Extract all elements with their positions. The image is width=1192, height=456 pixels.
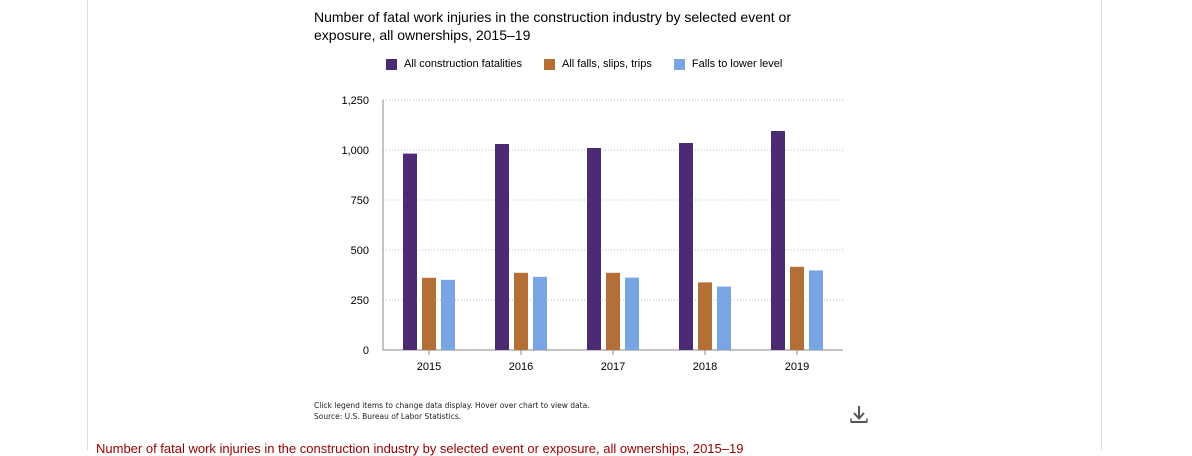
- download-icon-graphic: [850, 406, 868, 423]
- y-tick-label: 1,000: [341, 145, 369, 157]
- bar: All falls, slips, trips, 2016: 386: [514, 272, 528, 350]
- bar: All falls, slips, trips, 2017: 386: [606, 272, 620, 350]
- frame-border-left: [87, 0, 88, 450]
- bar: Falls to lower level, 2016: 366: [533, 276, 547, 350]
- frame-border-right: [1101, 0, 1102, 450]
- legend-label-falls-to-lower-level: Falls to lower level: [691, 58, 783, 70]
- y-tick-label: 0: [363, 345, 369, 357]
- x-tick-label: 2016: [509, 361, 533, 373]
- legend-swatch-falls-to-lower-level: [673, 58, 685, 70]
- x-tick-label: 2019: [785, 361, 809, 373]
- chart-table-link[interactable]: Number of fatal work injuries in the con…: [96, 441, 744, 456]
- bar: All falls, slips, trips, 2019: 416: [790, 266, 804, 350]
- bar: Falls to lower level, 2019: 398: [809, 270, 823, 350]
- bar: All construction fatalities, 2016: 1,030: [495, 144, 509, 350]
- bar: All construction fatalities, 2019: 1,095: [771, 131, 785, 350]
- chart-source: Source: U.S. Bureau of Labor Statistics.: [314, 412, 462, 421]
- y-tick-label: 500: [351, 245, 369, 257]
- bar: All construction fatalities, 2015: 982: [403, 153, 417, 350]
- chart-legend: All construction fatalities All falls, s…: [386, 56, 804, 72]
- download-icon[interactable]: [848, 404, 870, 428]
- y-tick-label: 1,250: [341, 95, 369, 107]
- x-tick-label: 2018: [693, 361, 717, 373]
- bar: All construction fatalities, 2017: 1,010: [587, 148, 601, 350]
- bar: All falls, slips, trips, 2015: 361: [422, 277, 436, 350]
- bar: Falls to lower level, 2018: 317: [717, 286, 731, 350]
- chart-title-line-1: Number of fatal work injuries in the con…: [314, 9, 792, 25]
- x-tick-label: 2015: [417, 361, 441, 373]
- y-tick-label: 250: [351, 295, 369, 307]
- chart-title-line-2: exposure, all ownerships, 2015–19: [314, 27, 531, 43]
- bar: Falls to lower level, 2017: 362: [625, 277, 639, 350]
- x-tick-label: 2017: [601, 361, 625, 373]
- legend-item-falls-to-lower-level[interactable]: Falls to lower level: [673, 58, 783, 70]
- bar: All falls, slips, trips, 2018: 338: [698, 282, 712, 350]
- legend-item-all-construction-fatalities[interactable]: All construction fatalities: [386, 58, 522, 70]
- legend-label-all-falls-slips-trips: All falls, slips, trips: [562, 58, 652, 70]
- y-tick-label: 750: [351, 195, 369, 207]
- bar: Falls to lower level, 2015: 351: [441, 279, 455, 350]
- legend-swatch-all-construction-fatalities: [386, 58, 397, 70]
- legend-item-all-falls-slips-trips[interactable]: All falls, slips, trips: [544, 58, 652, 70]
- chart-notes: Click legend items to change data displa…: [314, 400, 590, 422]
- chart-instructions: Click legend items to change data displa…: [314, 401, 590, 410]
- chart-title: Number of fatal work injuries in the con…: [314, 8, 834, 44]
- bar-chart[interactable]: 0 250 500 750 1,000 1,250 All construction fat…: [330, 90, 860, 380]
- legend-label-all-construction-fatalities: All construction fatalities: [404, 58, 522, 70]
- bar: All construction fatalities, 2018: 1,035: [679, 143, 693, 350]
- legend-swatch-all-falls-slips-trips: [544, 58, 555, 70]
